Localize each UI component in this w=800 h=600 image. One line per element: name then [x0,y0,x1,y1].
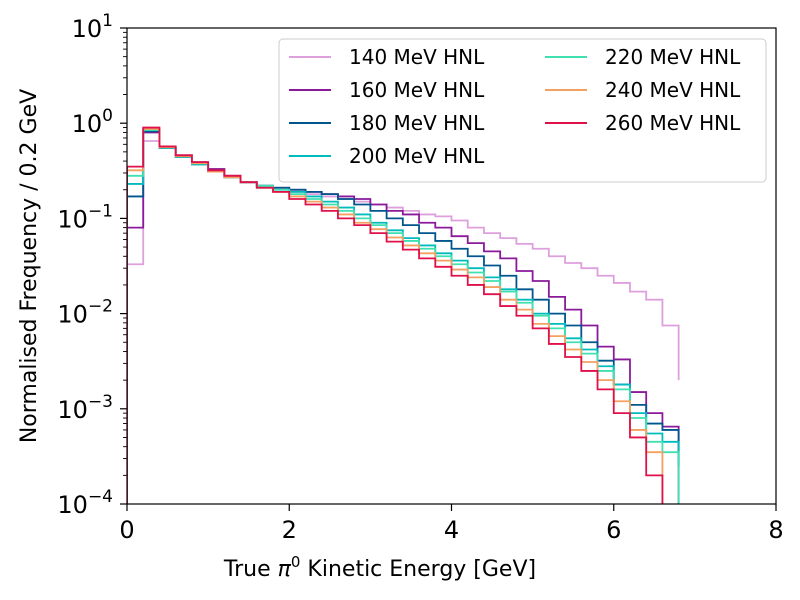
y-tick-label: 10−1 [57,201,113,233]
legend-label: 260 MeV HNL [605,111,741,135]
y-tick-label: 100 [72,106,113,138]
y-tick-label: 101 [72,11,113,43]
y-tick-label: 10−4 [57,487,113,519]
legend: 140 MeV HNL 160 MeV HNL 180 MeV HNL 200 MeV… [278,38,767,183]
axes: 0 2 4 6 8 10−4 10−3 10−2 10−1 100 101 [57,11,783,544]
x-tick-label: 0 [119,516,134,544]
legend-label: 180 MeV HNL [349,111,485,135]
y-tick-label: 10−3 [57,392,113,424]
legend-label: 140 MeV HNL [349,45,485,69]
series-line-240-mev-hnl [127,128,664,504]
series-line-260-mev-hnl [127,126,664,504]
series-line-180-mev-hnl [127,130,680,504]
plot-area [127,126,680,504]
legend-label: 200 MeV HNL [349,144,485,168]
legend-label: 160 MeV HNL [349,78,485,102]
series-line-160-mev-hnl [127,131,680,504]
x-tick-label: 2 [282,516,297,544]
x-tick-label: 4 [444,516,459,544]
y-tick-label: 10−2 [57,297,113,329]
legend-label: 220 MeV HNL [605,45,741,69]
x-axis-label: True π0 Kinetic Energy [GeV] [223,553,536,582]
legend-box [278,38,767,183]
legend-label: 240 MeV HNL [605,78,741,102]
x-tick-label: 6 [606,516,621,544]
y-axis-label: Normalised Frequency / 0.2 GeV [17,89,42,443]
series-line-140-mev-hnl [127,140,680,504]
x-tick-label: 8 [768,516,783,544]
series-line-220-mev-hnl [127,129,680,504]
series-line-200-mev-hnl [127,129,680,504]
